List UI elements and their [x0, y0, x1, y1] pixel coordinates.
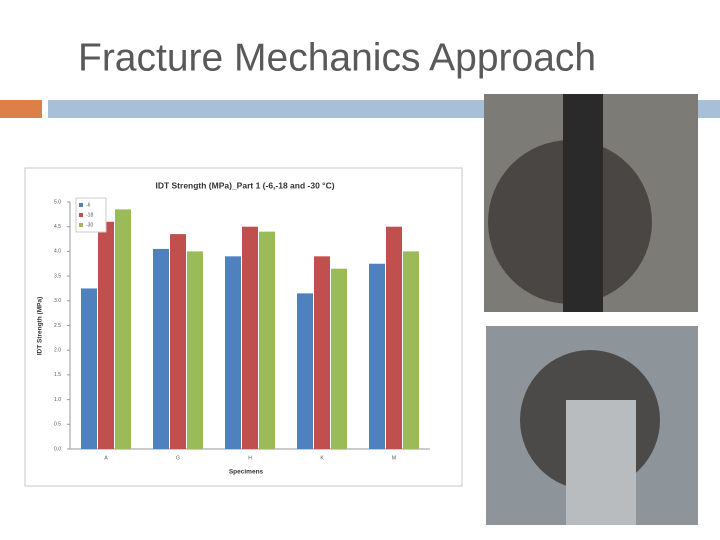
x-tick-label: H [248, 455, 252, 461]
y-axis-label: IDT Strength (MPa) [37, 297, 44, 356]
bar [369, 263, 385, 449]
bar [187, 251, 203, 449]
x-axis-label: Specimens [229, 469, 264, 476]
x-tick-label: K [320, 455, 324, 461]
bar [242, 226, 258, 449]
chart-title: IDT Strength (MPa)_Part 1 (-6,-18 and -3… [155, 180, 334, 190]
bar [259, 231, 275, 449]
bar [153, 248, 169, 449]
bar [81, 288, 97, 449]
y-tick-label: 3.0 [54, 298, 61, 304]
y-tick-label: 0.0 [54, 446, 61, 452]
y-tick-label: 3.5 [54, 273, 61, 279]
legend-swatch [79, 203, 83, 207]
x-tick-label: A [104, 455, 108, 461]
y-tick-label: 5.0 [54, 199, 61, 205]
x-tick-label: M [392, 455, 396, 461]
x-tick-label: G [176, 455, 180, 461]
y-tick-label: 1.0 [54, 397, 61, 403]
y-tick-label: 1.5 [54, 372, 61, 378]
y-tick-label: 0.5 [54, 422, 61, 428]
bar [314, 256, 330, 449]
legend-label: -18 [86, 212, 93, 218]
y-tick-label: 2.0 [54, 348, 61, 354]
bar [386, 226, 402, 449]
accent-bar [0, 100, 42, 118]
photo-fixture [566, 400, 636, 525]
legend-swatch [79, 223, 83, 227]
photo-fixture [563, 94, 603, 312]
slide-title: Fracture Mechanics Approach [78, 36, 596, 79]
bar [225, 256, 241, 449]
bar [297, 293, 313, 449]
bar [403, 251, 419, 449]
bar [115, 209, 131, 449]
bar [170, 234, 186, 449]
bar [331, 268, 347, 449]
bar [98, 221, 114, 449]
y-tick-label: 2.5 [54, 323, 61, 329]
legend-swatch [79, 213, 83, 217]
legend-label: -30 [86, 222, 93, 228]
y-tick-label: 4.0 [54, 249, 61, 255]
legend-label: -6 [86, 202, 91, 208]
y-tick-label: 4.5 [54, 224, 61, 230]
